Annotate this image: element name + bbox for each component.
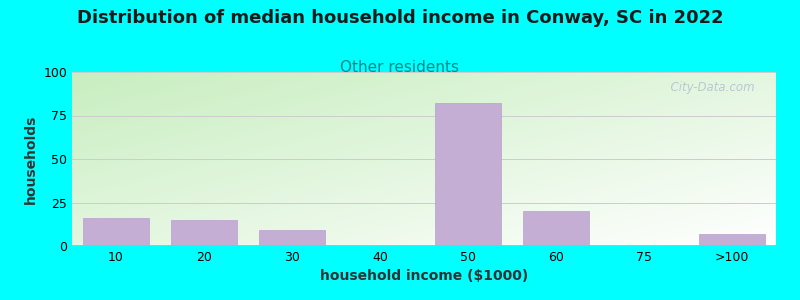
Bar [699,234,765,246]
Text: Distribution of median household income in Conway, SC in 2022: Distribution of median household income … [77,9,723,27]
Text: City-Data.com: City-Data.com [663,81,755,94]
Bar [259,230,325,246]
Bar [435,103,501,246]
Y-axis label: households: households [24,114,38,204]
Text: Other residents: Other residents [341,60,459,75]
Bar [83,218,149,246]
X-axis label: household income ($1000): household income ($1000) [320,269,528,284]
Bar [523,211,589,246]
Bar [171,220,237,246]
